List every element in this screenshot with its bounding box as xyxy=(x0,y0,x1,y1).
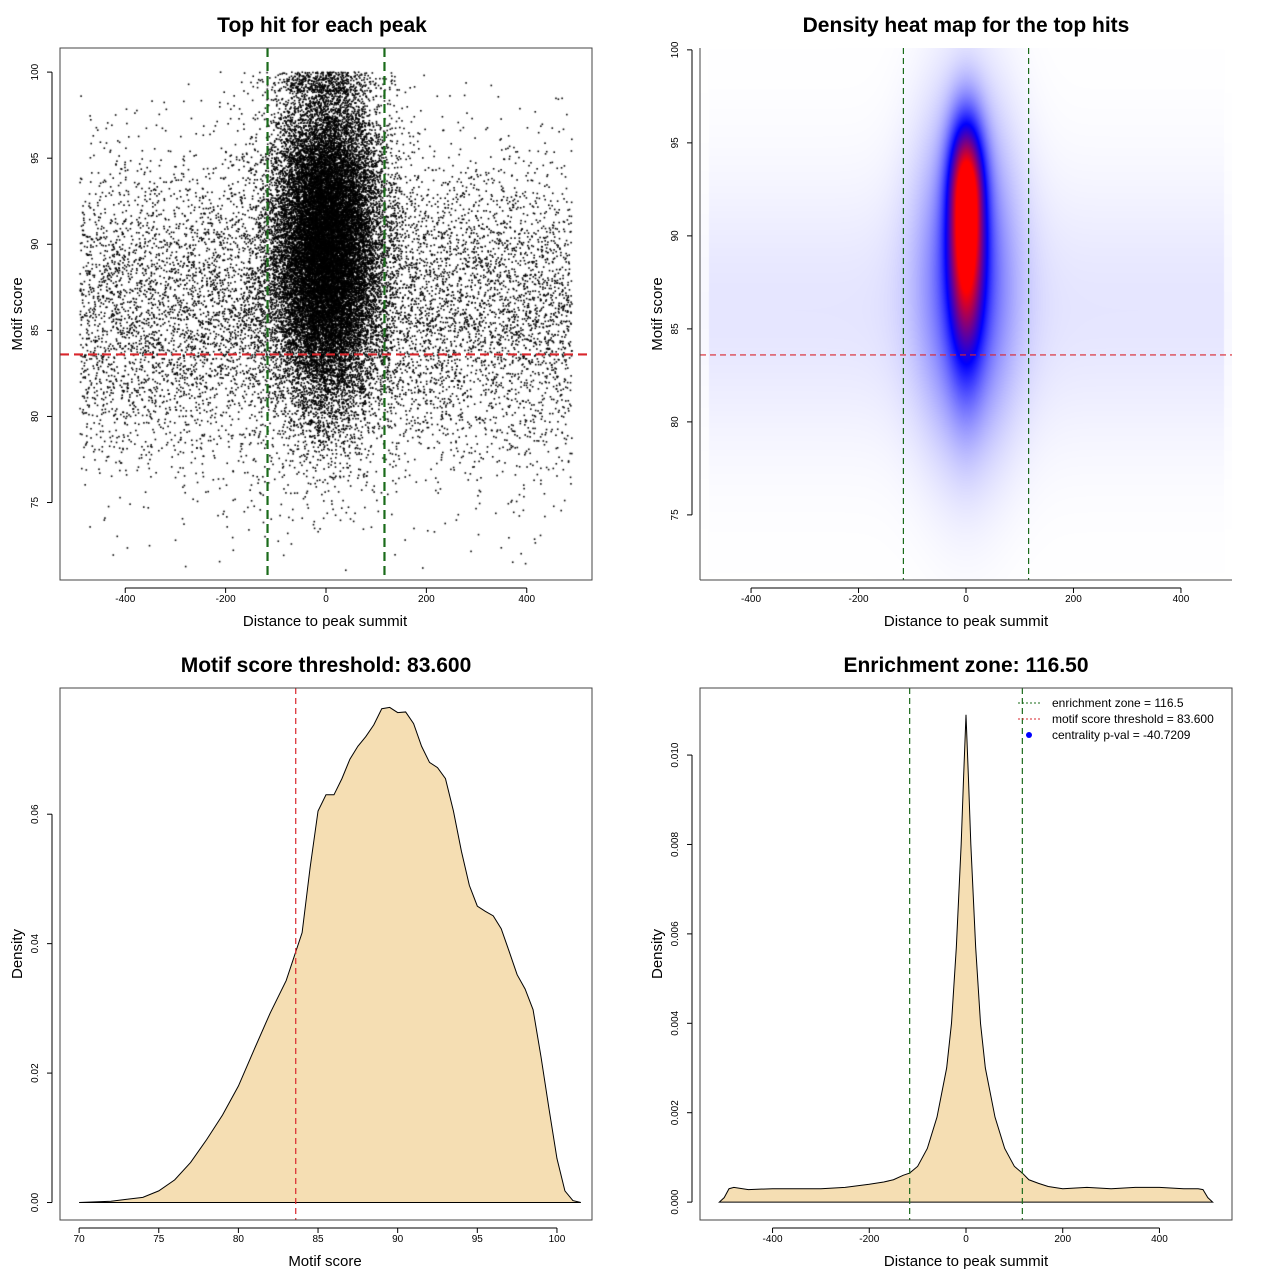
distance-density-x-tick-label: -400 xyxy=(763,1234,783,1245)
heatmap-density-layer xyxy=(700,48,1232,580)
score-density-x-axis-label: Motif score xyxy=(288,1253,361,1270)
scatter-x-tick-label: -400 xyxy=(115,594,135,605)
score-density-y-tick-label: 0.04 xyxy=(30,933,41,953)
distance-density-legend: enrichment zone = 116.5 motif score thre… xyxy=(1018,696,1214,742)
score-density-curve xyxy=(79,706,581,1204)
score-density-y-axis-label: Density xyxy=(9,928,26,979)
heatmap-reference-lines xyxy=(700,48,1232,580)
score-density-y-axis: 0.00 0.02 0.04 0.06 xyxy=(30,804,53,1212)
scatter-points-layer xyxy=(60,48,592,580)
score-density-title: Motif score threshold: 83.600 xyxy=(181,654,472,677)
score-density-x-tick-label: 90 xyxy=(392,1234,404,1245)
scatter-points-canvas xyxy=(60,48,592,580)
distance-density-y-tick-label: 0.000 xyxy=(670,1189,681,1214)
score-density-x-tick-label: 100 xyxy=(549,1234,566,1245)
scatter-plot-frame xyxy=(59,47,593,581)
heatmap-y-tick-label: 85 xyxy=(670,323,681,335)
legend-motif-threshold-label: motif score threshold = 83.600 xyxy=(1052,712,1214,726)
heatmap-x-tick-label: 200 xyxy=(1065,594,1082,605)
heatmap-x-tick-label: -400 xyxy=(741,594,761,605)
heatmap-y-axis-label: Motif score xyxy=(649,277,666,350)
distance-density-x-tick-label: -200 xyxy=(859,1234,879,1245)
heatmap-x-tick-label: 400 xyxy=(1173,594,1190,605)
scatter-x-tick-label: -200 xyxy=(216,594,236,605)
heatmap-y-tick-label: 95 xyxy=(670,137,681,149)
scatter-x-axis: -400 -200 0 200 400 xyxy=(115,587,536,605)
score-density-y-tick-label: 0.02 xyxy=(30,1063,41,1083)
distance-density-y-tick-label: 0.002 xyxy=(670,1100,681,1125)
score-density-x-axis: 70 75 80 85 90 95 100 xyxy=(74,1227,566,1245)
legend-centrality-label: centrality p-val = -40.7209 xyxy=(1052,728,1191,742)
distance-density-plot-area xyxy=(699,687,1233,1221)
heatmap-x-tick-label: 0 xyxy=(963,594,969,605)
score-density-x-tick-label: 75 xyxy=(153,1234,165,1245)
score-density-x-tick-label: 80 xyxy=(233,1234,245,1245)
distance-density-y-tick-label: 0.008 xyxy=(670,832,681,857)
score-density-panel: Motif score threshold: 83.600 Motif scor… xyxy=(9,654,593,1270)
scatter-reference-lines xyxy=(60,48,592,580)
distance-density-y-tick-label: 0.004 xyxy=(670,1010,681,1035)
heatmap-x-axis: -400 -200 0 200 400 xyxy=(741,587,1190,605)
heatmap-title: Density heat map for the top hits xyxy=(803,14,1130,37)
distance-density-plot-frame xyxy=(699,687,1233,1221)
scatter-panel: Top hit for each peak Distance to peak s… xyxy=(9,14,593,630)
scatter-x-tick-label: 200 xyxy=(418,594,435,605)
distance-density-x-tick-label: 400 xyxy=(1151,1234,1168,1245)
heatmap-panel: Density heat map for the top hits Distan… xyxy=(649,14,1232,630)
heatmap-x-tick-label: -200 xyxy=(849,594,869,605)
score-density-plot-area xyxy=(59,687,593,1221)
legend-enrichment-zone-label: enrichment zone = 116.5 xyxy=(1052,696,1184,710)
distance-density-y-axis: 0.000 0.002 0.004 0.006 0.008 0.010 xyxy=(670,742,693,1215)
scatter-y-axis-label: Motif score xyxy=(9,277,26,350)
distance-density-x-axis: -400 -200 0 200 400 xyxy=(763,1227,1168,1245)
scatter-y-tick-label: 100 xyxy=(30,63,41,80)
score-density-y-tick-label: 0.00 xyxy=(30,1192,41,1212)
distance-density-y-tick-label: 0.010 xyxy=(670,742,681,767)
legend-centrality-point xyxy=(1026,732,1032,738)
distance-density-y-tick-label: 0.006 xyxy=(670,921,681,946)
score-density-y-tick-label: 0.06 xyxy=(30,804,41,824)
scatter-x-tick-label: 0 xyxy=(323,594,329,605)
score-density-x-tick-label: 70 xyxy=(74,1234,86,1245)
scatter-plot-area xyxy=(59,47,593,581)
distance-density-reference-lines xyxy=(909,688,1023,1220)
scatter-y-tick-label: 95 xyxy=(30,152,41,164)
distance-density-x-tick-label: 0 xyxy=(963,1234,969,1245)
heatmap-density-canvas xyxy=(700,48,1232,580)
scatter-title: Top hit for each peak xyxy=(217,14,427,37)
distance-density-curve xyxy=(718,714,1214,1203)
heatmap-x-axis-label: Distance to peak summit xyxy=(884,613,1049,630)
heatmap-y-tick-label: 90 xyxy=(670,230,681,242)
score-density-x-tick-label: 85 xyxy=(312,1234,324,1245)
scatter-y-tick-label: 75 xyxy=(30,497,41,509)
score-density-plot-frame xyxy=(59,687,593,1221)
scatter-x-tick-label: 400 xyxy=(518,594,535,605)
heatmap-y-tick-label: 75 xyxy=(670,509,681,521)
heatmap-y-tick-label: 80 xyxy=(670,416,681,428)
distance-density-y-axis-label: Density xyxy=(649,928,666,979)
heatmap-plot-frame xyxy=(699,48,1232,581)
distance-density-panel: Enrichment zone: 116.50 Distance to peak… xyxy=(649,654,1233,1270)
scatter-y-tick-label: 90 xyxy=(30,238,41,250)
heatmap-y-axis: 75 80 85 90 95 100 xyxy=(670,41,693,521)
scatter-y-tick-label: 85 xyxy=(30,324,41,336)
scatter-x-axis-label: Distance to peak summit xyxy=(243,613,408,630)
scatter-y-axis: 75 80 85 90 95 100 xyxy=(30,63,53,509)
distance-density-x-tick-label: 200 xyxy=(1054,1234,1071,1245)
distance-density-x-axis-label: Distance to peak summit xyxy=(884,1253,1049,1270)
distance-density-title: Enrichment zone: 116.50 xyxy=(843,654,1088,677)
heatmap-plot-area xyxy=(699,48,1232,581)
heatmap-y-tick-label: 100 xyxy=(670,41,681,58)
scatter-y-tick-label: 80 xyxy=(30,410,41,422)
score-density-x-tick-label: 95 xyxy=(472,1234,484,1245)
